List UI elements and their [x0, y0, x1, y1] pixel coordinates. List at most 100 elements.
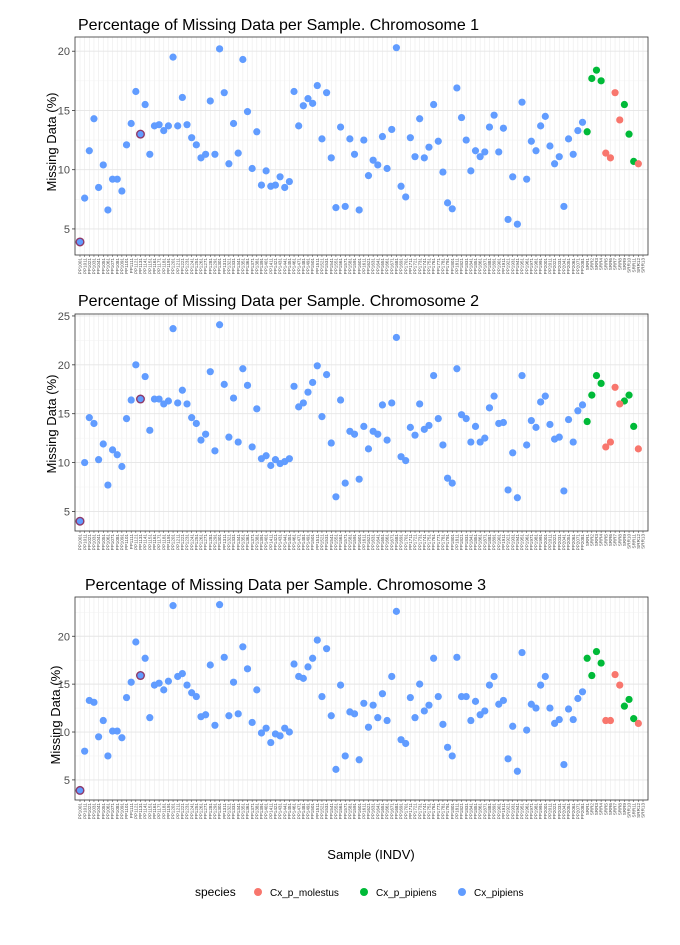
x-tick-label: PP1461: [292, 803, 297, 820]
x-tick-label: SRR11: [631, 534, 636, 549]
x-tick-label: PP1741: [422, 803, 427, 820]
x-tick-label: PP1541: [329, 803, 334, 820]
x-tick-label: PP1991: [538, 258, 543, 275]
x-tick-label: PP2031: [557, 258, 562, 275]
data-point-cx-pipiens: [290, 87, 298, 96]
x-tick-label: PP1301: [217, 534, 222, 551]
data-point-cx-pipiens: [411, 431, 419, 439]
x-tick-label: PP1441: [282, 803, 287, 820]
x-tick-label: PP1201: [171, 258, 176, 275]
y-tick-label: 15: [58, 409, 70, 421]
data-point-cx-pipiens: [504, 486, 512, 494]
x-tick-label: PP1291: [213, 803, 218, 820]
data-point-cx-pipiens: [564, 705, 573, 713]
x-tick-label: PP1901: [496, 534, 501, 551]
x-tick-label: PP1401: [264, 803, 269, 820]
x-tick-label: PP1221: [180, 803, 185, 820]
x-tick-label: PP1131: [138, 803, 143, 819]
data-point-cx-pipiens: [323, 89, 331, 97]
data-point-cx-pipiens: [550, 160, 559, 168]
x-tick-label: PP1001: [78, 258, 83, 275]
data-point-cx-pipiens: [197, 436, 205, 444]
x-tick-label: PP1911: [501, 258, 506, 274]
x-tick-label: PP1831: [464, 258, 469, 275]
x-tick-label: SRR6: [608, 258, 613, 271]
data-point-cx-pipiens: [290, 382, 298, 390]
x-tick-label: PP1641: [375, 258, 380, 275]
legend-item-pipiens: Cx_pipiens: [458, 888, 523, 899]
x-tick-label: PP1671: [389, 258, 394, 275]
x-tick-label: PP1891: [492, 534, 497, 551]
data-point-cx-pipiens: [569, 150, 577, 158]
x-tick-label: SRR11: [631, 803, 636, 818]
x-tick-label: PP1331: [231, 258, 236, 275]
x-tick-label: PP1011: [82, 258, 87, 274]
data-point-cx-pipiens: [323, 645, 331, 653]
panel-1-ylabel: Missing Data (%): [44, 93, 59, 192]
x-tick-label: PP1161: [152, 803, 157, 819]
data-point-cx-pipiens: [253, 128, 261, 136]
x-tick-label: PP1581: [347, 258, 352, 275]
data-point-cx-pipiens: [248, 443, 256, 451]
data-point-cx-pipiens: [253, 405, 261, 413]
data-point-cx-pipiens: [378, 132, 387, 141]
y-tick-label: 10: [58, 458, 70, 470]
x-tick-label: SRR8: [617, 258, 622, 271]
x-tick-label: PP1811: [454, 803, 459, 819]
x-tick-label: PP1281: [208, 258, 213, 275]
x-tick-label: PP1771: [436, 534, 441, 551]
x-tick-label: PP1421: [273, 803, 278, 820]
data-point-cx-pipiens: [341, 479, 349, 487]
x-tick-label: PP2011: [548, 258, 553, 274]
x-tick-label: PP2041: [562, 534, 567, 551]
data-point-cx-pipiens: [402, 193, 410, 201]
x-tick-label: SRR1: [585, 803, 590, 816]
data-point-cx-pipiens: [406, 693, 414, 702]
data-point-cx-pipiens: [104, 206, 112, 214]
data-point-cx-pipiens: [569, 715, 577, 724]
data-point-cx-pipiens: [350, 430, 359, 438]
data-point-cx-pipiens: [430, 371, 438, 380]
x-tick-label: PP1451: [287, 803, 292, 820]
x-tick-label: PP1491: [306, 534, 311, 551]
x-tick-label: PP1271: [203, 258, 208, 275]
x-tick-label: PP1901: [496, 258, 501, 275]
data-point-cx-pipiens: [104, 752, 112, 760]
data-point-cx-pipiens: [332, 204, 340, 212]
data-point-cx-pipiens: [299, 399, 307, 407]
x-tick-label: PP2081: [580, 534, 585, 551]
x-tick-label: SRR11: [631, 258, 636, 273]
data-point-cx-pipiens: [155, 679, 163, 687]
x-tick-label: PP1261: [199, 258, 204, 275]
x-tick-label: PP1041: [96, 534, 101, 551]
x-tick-label: PP1081: [115, 803, 120, 820]
data-point-highlighted: [75, 785, 85, 795]
data-point-cx-pipiens: [416, 400, 424, 408]
data-point-cx-pipiens: [402, 457, 410, 465]
x-tick-label: PP1551: [334, 803, 339, 820]
y-tick-label: 5: [64, 506, 70, 518]
data-point-cx-pipiens: [155, 121, 163, 129]
data-point-cx-pipiens: [295, 122, 303, 130]
data-point-cx-pipiens: [243, 381, 252, 389]
x-tick-label: PP1261: [199, 534, 204, 551]
data-point-cx-pipiens: [164, 677, 173, 685]
x-tick-label: PP1031: [92, 803, 97, 820]
data-point-cx-pipiens: [336, 123, 345, 131]
data-point-cx-pipiens: [174, 122, 182, 130]
x-tick-label: PP1631: [371, 258, 376, 275]
x-tick-label: PP1941: [515, 803, 520, 820]
x-tick-label: PP1571: [343, 258, 348, 275]
x-tick-label: SRR7: [613, 803, 618, 816]
x-tick-label: PP1621: [366, 258, 371, 275]
x-tick-label: PP1501: [310, 258, 315, 275]
data-point-cx-pipiens: [155, 395, 163, 403]
data-point-cx-pipiens: [383, 716, 391, 725]
data-point-cx-pipiens: [183, 121, 191, 129]
x-tick-label: PP1111: [129, 803, 134, 819]
data-point-cx-pipiens: [341, 202, 349, 211]
x-tick-label: PP1881: [487, 534, 492, 551]
data-point-cx-pipiens: [215, 321, 224, 329]
data-point-cx-pipiens: [257, 729, 266, 737]
